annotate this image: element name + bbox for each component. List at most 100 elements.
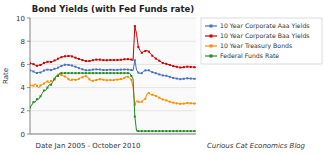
series-marker [176, 102, 178, 104]
series-marker [95, 59, 97, 61]
series-marker [32, 70, 34, 72]
series-marker [39, 95, 41, 97]
series-marker [71, 55, 73, 57]
series-marker [134, 59, 136, 61]
series-marker [193, 102, 195, 104]
series-marker [50, 69, 52, 71]
series-line [30, 73, 196, 131]
tick-label: 4 [21, 84, 26, 92]
series-marker [120, 78, 122, 80]
series-marker [78, 72, 80, 74]
series-marker [102, 79, 104, 81]
y-axis-label: Rate [2, 68, 10, 84]
tick-mark [27, 110, 30, 111]
series-marker [165, 75, 167, 77]
legend: 10 Year Corporate Aaa Yields10 Year Corp… [201, 18, 322, 64]
series-marker [186, 77, 188, 79]
series-marker [144, 98, 146, 100]
series-marker [176, 78, 178, 80]
series-marker [92, 80, 94, 82]
series-marker [102, 59, 104, 61]
series-marker [113, 79, 115, 81]
series-marker [36, 65, 38, 67]
series-marker [30, 69, 31, 71]
series-marker [179, 103, 181, 105]
series-marker [99, 69, 101, 71]
series-marker [64, 72, 66, 74]
series-marker [30, 107, 31, 109]
legend-line [205, 35, 217, 36]
series-marker [130, 79, 132, 81]
series-marker [148, 69, 150, 71]
series-marker [179, 78, 181, 80]
series-marker [43, 83, 45, 85]
series-marker [158, 97, 160, 99]
series-marker [102, 72, 104, 74]
series-marker [57, 58, 59, 60]
series-marker [158, 130, 160, 132]
series-marker [46, 61, 48, 63]
series-marker [127, 58, 129, 60]
tick-mark [27, 64, 30, 65]
series-marker [183, 66, 185, 68]
series-marker [151, 55, 153, 57]
series-marker [30, 84, 31, 86]
series-marker [106, 59, 108, 61]
series-marker [148, 92, 150, 94]
tick-label: 8 [21, 38, 25, 46]
series-marker [46, 87, 48, 89]
series-marker [99, 59, 101, 61]
series-marker [43, 90, 45, 92]
series-marker [137, 130, 139, 132]
series-marker [78, 78, 80, 80]
tick-mark [27, 18, 30, 19]
series-marker [109, 69, 111, 71]
series-marker [71, 72, 73, 74]
series-marker [92, 59, 94, 61]
series-marker [116, 59, 118, 61]
series-marker [32, 101, 34, 103]
series-marker [88, 60, 90, 62]
series-marker [141, 72, 143, 74]
tick-mark [27, 87, 30, 88]
series-marker [144, 50, 146, 52]
series-marker [127, 69, 129, 71]
series-marker [46, 80, 48, 82]
series-marker [193, 130, 195, 132]
series-marker [120, 69, 122, 71]
series-marker [134, 116, 136, 118]
series-marker [169, 64, 171, 66]
series-marker [85, 69, 87, 71]
series-marker [109, 59, 111, 61]
series-marker [106, 72, 108, 74]
series-marker [193, 66, 195, 68]
series-marker [106, 79, 108, 81]
series-marker [162, 130, 164, 132]
series-marker [102, 69, 104, 71]
tick-label: 6 [21, 61, 26, 69]
series-marker [130, 59, 132, 61]
series-marker [57, 67, 59, 69]
legend-frame [201, 18, 322, 64]
series-marker [95, 72, 97, 74]
tick-mark [27, 41, 30, 42]
series-marker [109, 72, 111, 74]
series-line [30, 26, 196, 67]
series-marker [32, 63, 34, 65]
x-axis [30, 134, 196, 135]
series-marker [99, 78, 101, 80]
series-marker [78, 67, 80, 69]
series-group [30, 25, 196, 132]
series-marker [85, 75, 87, 77]
series-marker [183, 130, 185, 132]
series-marker [123, 69, 125, 71]
series-marker [179, 67, 181, 69]
legend-label: 10 Year Corporate Aaa Yields [220, 22, 310, 30]
grid-line [30, 134, 196, 135]
series-marker [50, 80, 52, 82]
series-marker [39, 64, 41, 66]
series-marker [162, 74, 164, 76]
grid-line [30, 64, 196, 65]
title: Bond Yields (with Fed Funds rate) [32, 4, 195, 14]
series-marker [78, 58, 80, 60]
